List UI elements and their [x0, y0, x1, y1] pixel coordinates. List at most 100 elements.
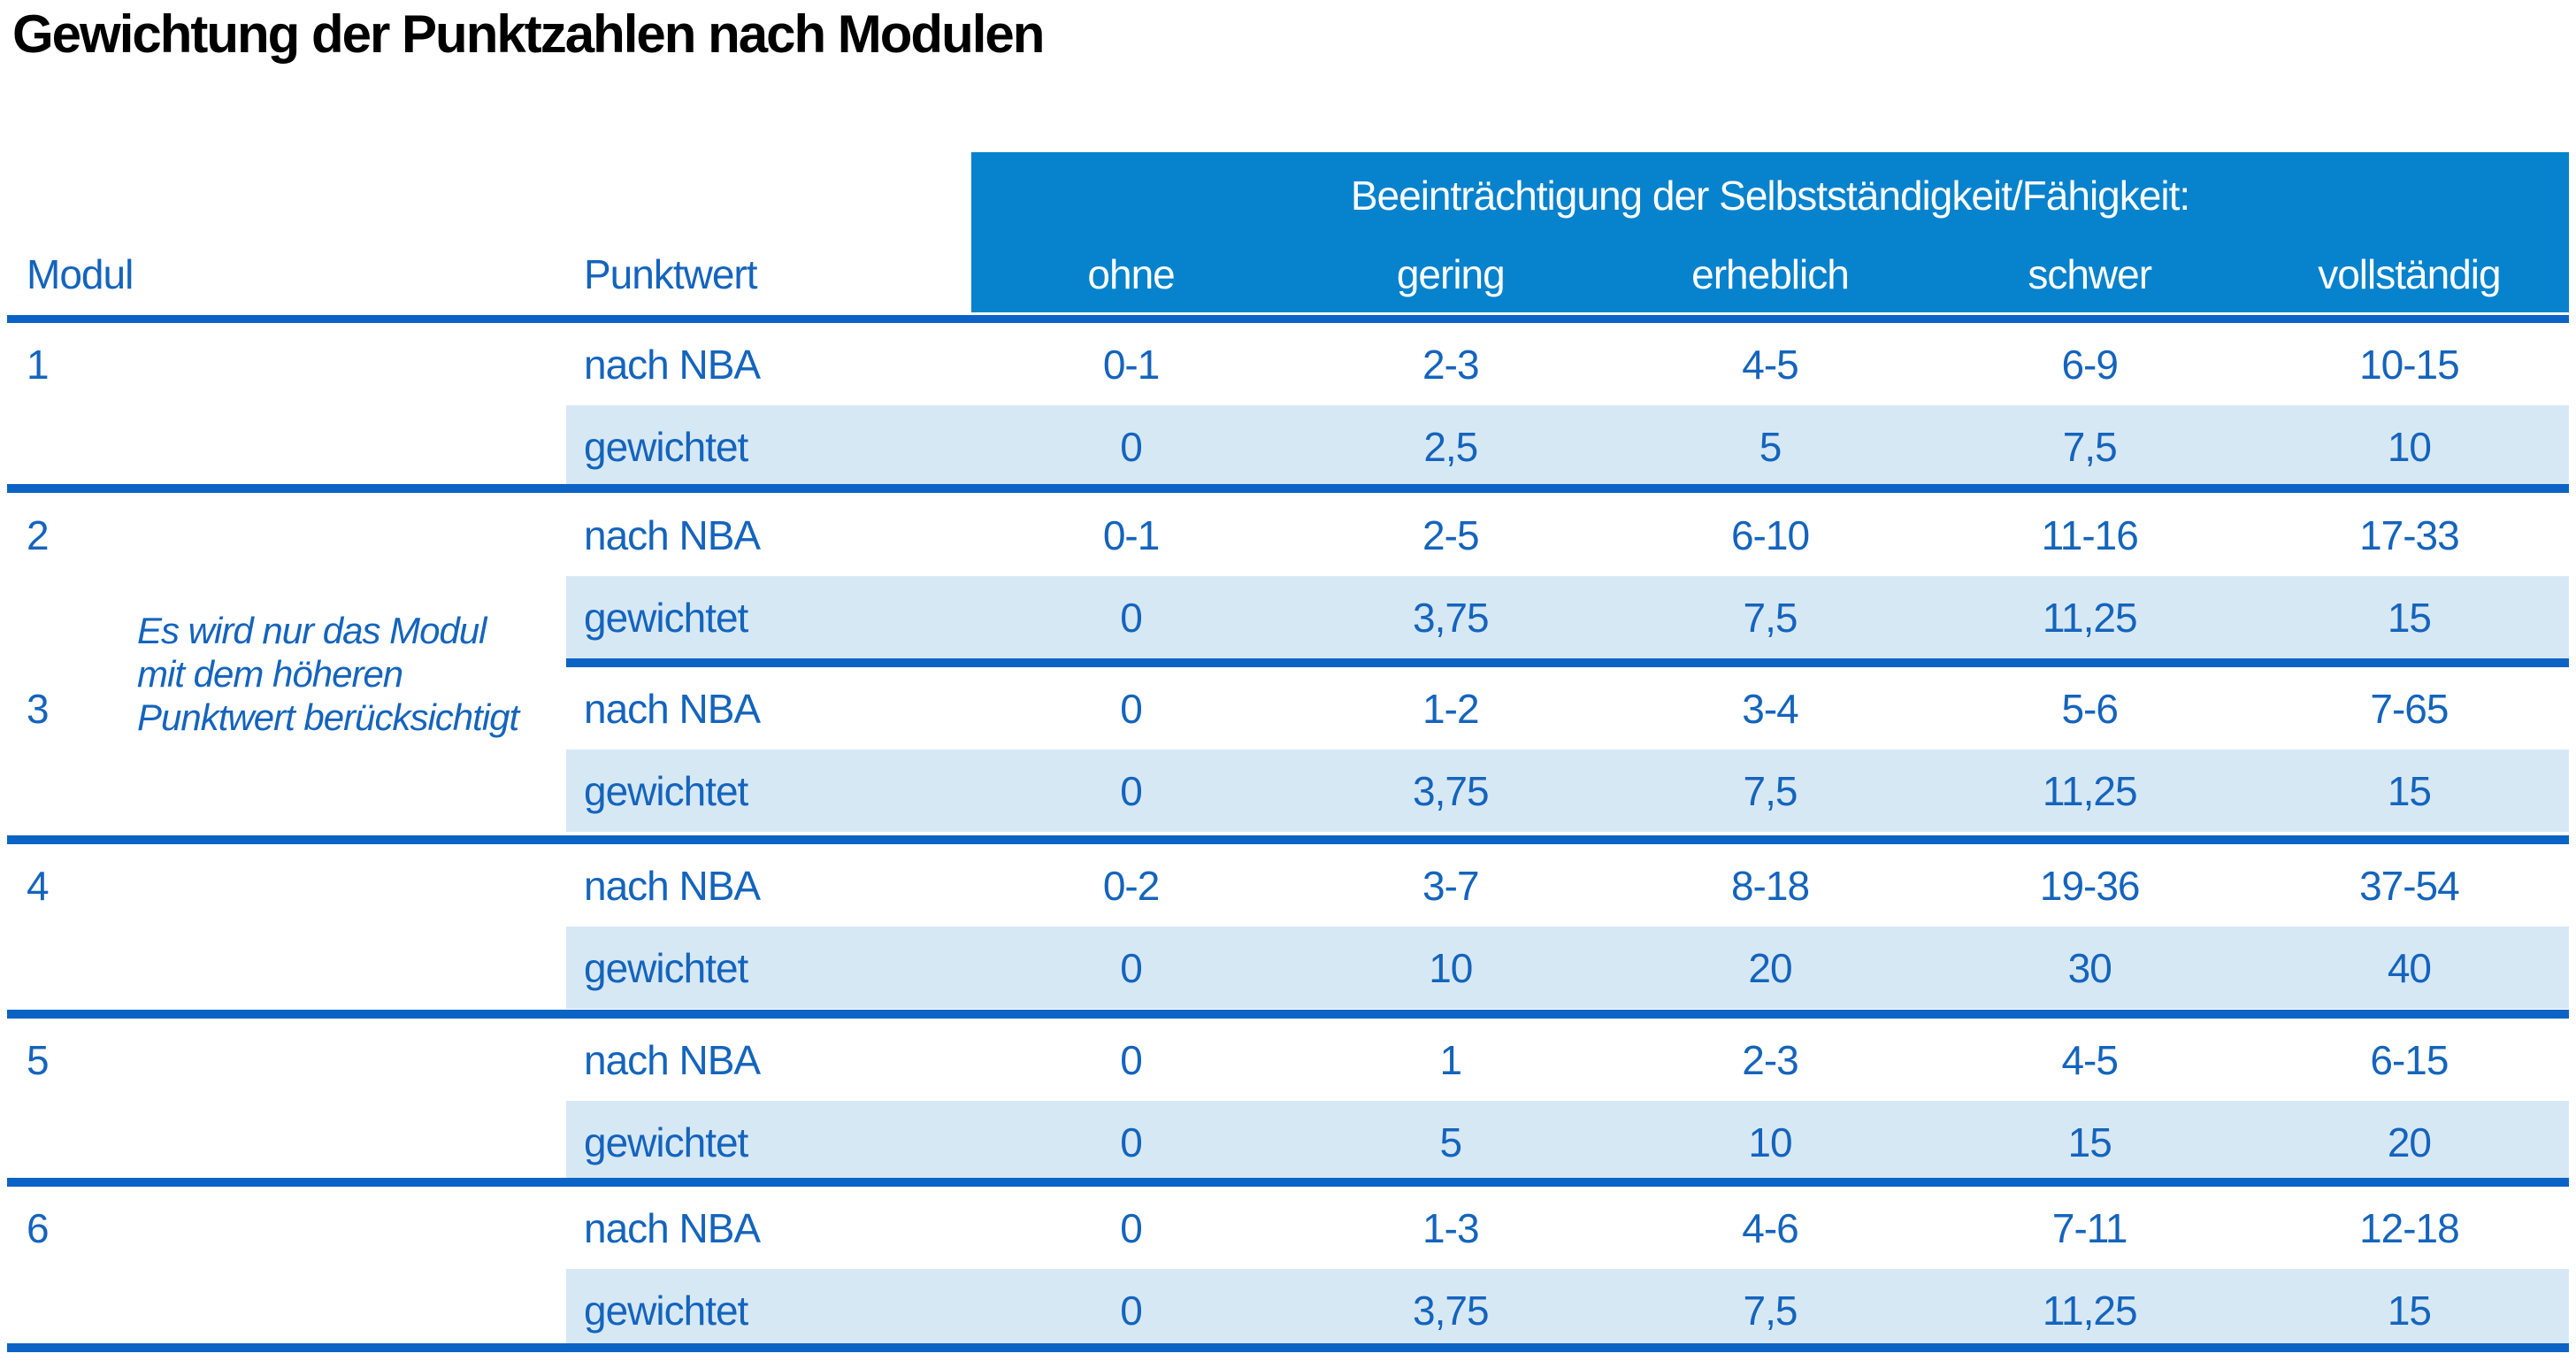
weighted-values: 0 5 10 15 20: [971, 1101, 2569, 1183]
value-cell: 7,5: [1743, 594, 1798, 641]
value-cell: 15: [2387, 1287, 2432, 1334]
weighted-values: 0 2,5 5 7,5 10: [971, 405, 2569, 488]
note-line: Punktwert berücksichtigt: [137, 696, 519, 738]
value-cell: 3,75: [1413, 767, 1490, 814]
group-separator: [7, 484, 2569, 493]
value-cell: 0: [1120, 944, 1143, 991]
note-line: Es wird nur das Modul: [137, 610, 487, 651]
weighted-values: 0 3,75 7,5 11,25 15: [971, 576, 2569, 658]
severity-column-headers: ohne gering erheblich schwer vollständig: [971, 250, 2569, 298]
value-cell: 20: [2387, 1119, 2432, 1165]
value-cell: 40: [2387, 944, 2432, 991]
weighted-values: 0 3,75 7,5 11,25 15: [971, 1269, 2569, 1351]
value-cell: 0: [1120, 423, 1143, 470]
value-cell: 0-1: [1102, 341, 1160, 388]
severity-header-band: Beeinträchtigung der Selbstständigkeit/F…: [971, 152, 2569, 312]
module-number: 4: [27, 862, 50, 909]
value-cell: 0-1: [1102, 511, 1160, 558]
nba-values: 0-2 3-7 8-18 19-36 37-54: [971, 844, 2569, 927]
weighted-values: 0 10 20 30 40: [971, 927, 2569, 1009]
value-cell: 5-6: [2061, 685, 2118, 732]
value-cell: 7-65: [2370, 685, 2449, 732]
value-cell: 11-16: [2041, 511, 2139, 558]
group-separator-partial: [566, 658, 2569, 667]
row-label-weighted: gewichtet: [584, 944, 748, 991]
value-cell: 10: [1748, 1119, 1792, 1165]
nba-values: 0-1 2-3 4-5 6-9 10-15: [971, 323, 2569, 405]
value-cell: 7-11: [2051, 1204, 2128, 1251]
nba-values: 0 1-3 4-6 7-11 12-18: [971, 1187, 2569, 1269]
value-cell: 11,25: [2042, 1287, 2138, 1334]
module-group-2: 2 nach NBA 0-1 2-5 6-10 11-16 17-33 gewi…: [0, 494, 2576, 658]
value-cell: 0: [1120, 1119, 1143, 1165]
col-header-modul: Modul: [27, 251, 134, 297]
module-number: 6: [27, 1204, 50, 1251]
value-cell: 30: [2067, 944, 2112, 991]
table-row-nba: 4 nach NBA 0-2 3-7 8-18 19-36 37-54: [0, 844, 2576, 927]
value-cell: 3,75: [1413, 1287, 1490, 1334]
table-row-nba: 1 nach NBA 0-1 2-3 4-5 6-9 10-15: [0, 323, 2576, 405]
col-header-ohne: ohne: [1087, 251, 1175, 297]
value-cell: 1-2: [1422, 685, 1479, 732]
header-underline: [7, 315, 2569, 323]
module-number: 1: [27, 341, 50, 388]
value-cell: 5: [1759, 423, 1782, 470]
value-cell: 4-5: [2061, 1036, 2118, 1083]
table-row-nba: 5 nach NBA 0 1 2-3 4-5 6-15: [0, 1019, 2576, 1101]
value-cell: 17-33: [2359, 511, 2460, 558]
value-cell: 0: [1120, 1036, 1143, 1083]
value-cell: 2-5: [1422, 511, 1479, 558]
row-label-nba: nach NBA: [584, 862, 761, 909]
table-row-weighted: gewichtet 0 10 20 30 40: [0, 927, 2576, 1009]
value-cell: 0: [1120, 1287, 1143, 1334]
table-row-weighted: gewichtet 0 5 10 15 20: [0, 1101, 2576, 1183]
table-row-nba: 3 nach NBA 0 1-2 3-4 5-6 7-65: [0, 667, 2576, 750]
value-cell: 0: [1120, 767, 1143, 814]
value-cell: 0: [1120, 594, 1143, 641]
value-cell: 2,5: [1423, 423, 1478, 470]
value-cell: 2-3: [1422, 341, 1479, 388]
value-cell: 0: [1120, 685, 1143, 732]
row-label-nba: nach NBA: [584, 685, 761, 732]
value-cell: 4-6: [1742, 1204, 1798, 1251]
nba-values: 0 1 2-3 4-5 6-15: [971, 1019, 2569, 1101]
nba-values: 0 1-2 3-4 5-6 7-65: [971, 667, 2569, 750]
value-cell: 15: [2387, 594, 2432, 641]
value-cell: 10: [1429, 944, 1473, 991]
module-number: 2: [27, 511, 50, 558]
table-row-nba: 2 nach NBA 0-1 2-5 6-10 11-16 17-33: [0, 494, 2576, 576]
module-group-5: 5 nach NBA 0 1 2-3 4-5 6-15 gewichtet 0 …: [0, 1019, 2576, 1183]
value-cell: 6-15: [2370, 1036, 2449, 1083]
table-row-weighted: gewichtet 0 3,75 7,5 11,25 15: [0, 1269, 2576, 1351]
module-2-3-note: Es wird nur das Modul mit dem höheren Pu…: [137, 609, 519, 739]
severity-span-header: Beeinträchtigung der Selbstständigkeit/F…: [1350, 173, 2190, 219]
value-cell: 7,5: [1743, 767, 1798, 814]
value-cell: 0-2: [1102, 862, 1160, 909]
value-cell: 8-18: [1730, 862, 1810, 909]
col-header-vollstaendig: vollständig: [2318, 251, 2501, 297]
col-header-punktwert: Punktwert: [584, 251, 758, 297]
weighted-values: 0 3,75 7,5 11,25 15: [971, 750, 2569, 832]
module-group-4: 4 nach NBA 0-2 3-7 8-18 19-36 37-54 gewi…: [0, 844, 2576, 1009]
note-line: mit dem höheren: [137, 653, 403, 695]
col-header-gering: gering: [1396, 251, 1506, 297]
value-cell: 19-36: [2039, 862, 2141, 909]
row-label-nba: nach NBA: [584, 511, 761, 558]
value-cell: 37-54: [2359, 862, 2460, 909]
col-header-erheblich: erheblich: [1691, 251, 1850, 297]
module-group-6: 6 nach NBA 0 1-3 4-6 7-11 12-18 gewichte…: [0, 1187, 2576, 1351]
value-cell: 3,75: [1413, 594, 1490, 641]
value-cell: 11,25: [2042, 594, 2138, 641]
module-number: 3: [27, 685, 50, 732]
table-row-weighted: gewichtet 0 3,75 7,5 11,25 15: [0, 750, 2576, 832]
value-cell: 4-5: [1742, 341, 1798, 388]
value-cell: 6-10: [1730, 511, 1810, 558]
value-cell: 7,5: [2062, 423, 2118, 470]
value-cell: 3-7: [1422, 862, 1479, 909]
group-separator: [7, 835, 2569, 844]
row-label-weighted: gewichtet: [584, 767, 748, 814]
value-cell: 15: [2387, 767, 2432, 814]
table-row-nba: 6 nach NBA 0 1-3 4-6 7-11 12-18: [0, 1187, 2576, 1269]
value-cell: 1-3: [1422, 1204, 1479, 1251]
nba-values: 0-1 2-5 6-10 11-16 17-33: [971, 494, 2569, 576]
